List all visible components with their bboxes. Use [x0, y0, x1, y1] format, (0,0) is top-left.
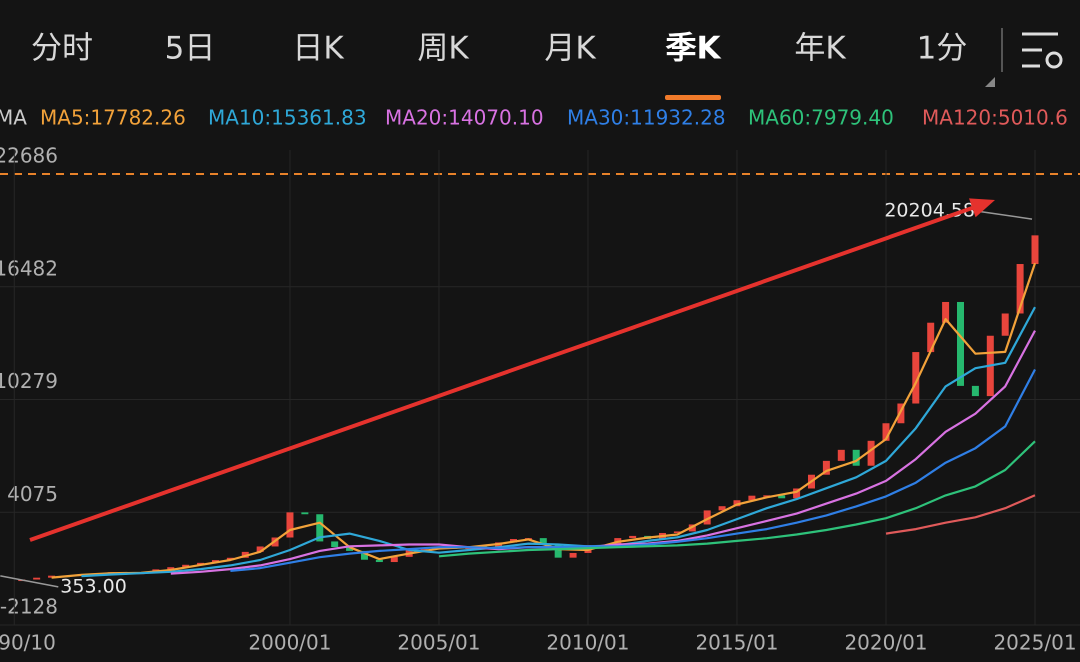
hand-drawn-arrow — [29, 198, 995, 542]
candle — [301, 512, 309, 515]
candle — [942, 301, 950, 323]
candle — [1031, 235, 1039, 265]
candle — [912, 352, 920, 404]
candle — [256, 546, 264, 552]
candle — [927, 322, 935, 353]
chart-area: 22686 16482 10279 4075 -2128 1990/10 2000/01 20… — [0, 144, 1080, 655]
y-tick-label: 10279 — [0, 369, 58, 393]
candle — [852, 449, 860, 466]
legend-entry: MA10:15361.83 — [208, 106, 367, 130]
x-tick-label: 2025/01 — [993, 631, 1076, 655]
candle — [673, 531, 681, 533]
period-tab[interactable]: 季K — [665, 31, 721, 67]
candle — [569, 552, 577, 558]
candle — [763, 495, 771, 497]
candle — [167, 567, 175, 570]
legend-entry: MA5:17782.26 — [40, 106, 186, 130]
candle — [554, 544, 562, 558]
candle — [33, 577, 41, 580]
candle — [882, 423, 890, 441]
ma-line — [230, 368, 1036, 572]
candle — [629, 535, 637, 539]
period-tabs: 分时 5日 日K 周K 月K 季K 年K 1分 — [31, 31, 968, 100]
candle — [822, 460, 830, 475]
candle — [316, 514, 324, 542]
candle — [867, 440, 875, 466]
x-tick-label: 2005/01 — [397, 631, 480, 655]
candle — [614, 538, 622, 548]
ma-label: MA — [0, 106, 27, 130]
period-tab[interactable]: 分时 — [31, 31, 93, 67]
y-tick-label: 16482 — [0, 256, 58, 280]
candle — [793, 488, 801, 499]
candle — [539, 538, 547, 545]
candle — [778, 495, 786, 499]
period-tab[interactable]: 年K — [794, 31, 846, 67]
x-tick-label: 2015/01 — [695, 631, 778, 655]
candle — [182, 564, 190, 568]
min-annotation: 353.00 — [60, 575, 126, 597]
candle — [420, 549, 428, 551]
y-tick-label: 4075 — [7, 482, 58, 506]
candle — [1016, 264, 1024, 314]
active-tab-underline — [665, 95, 721, 100]
period-tab[interactable]: 日K — [292, 31, 344, 67]
annotation-leader — [976, 210, 1033, 220]
candle — [360, 550, 368, 560]
candle — [703, 510, 711, 525]
candle — [837, 449, 845, 461]
settings-icon[interactable] — [1022, 32, 1063, 69]
legend-entry: MA20:14070.10 — [385, 106, 544, 130]
x-tick-label: 2010/01 — [546, 631, 629, 655]
x-tick-label: 2000/01 — [248, 631, 331, 655]
legend-entry: MA60:7979.40 — [748, 106, 894, 130]
candle — [748, 495, 756, 501]
annotation-leader — [0, 575, 59, 588]
candle — [375, 559, 383, 563]
period-tab[interactable]: 5日 — [165, 31, 216, 67]
ma-legend: MA MA5:17782.26 MA10:15361.83 MA20:14070.10… — [0, 106, 1068, 130]
candle — [346, 547, 354, 551]
x-tick-label: 1990/10 — [0, 631, 56, 655]
candle — [1001, 313, 1009, 336]
y-tick-label: 22686 — [0, 144, 58, 168]
candle — [331, 541, 339, 548]
candle — [718, 506, 726, 511]
candle — [897, 403, 905, 424]
candle — [956, 301, 964, 386]
more-indicator[interactable] — [985, 77, 995, 87]
period-tab[interactable]: 月K — [544, 31, 596, 67]
x-tick-label: 2020/01 — [844, 631, 927, 655]
y-tick-label: -2128 — [0, 595, 58, 619]
period-tab[interactable]: 1分 — [917, 31, 968, 67]
ma-line — [438, 440, 1036, 558]
period-tab[interactable]: 周K — [417, 31, 469, 67]
legend-entry: MA30:11932.28 — [567, 106, 726, 130]
candle — [733, 500, 741, 507]
candle — [286, 512, 294, 538]
ma-line — [81, 306, 1036, 578]
candle — [390, 556, 398, 563]
legend-entry: MA120:5010.6 — [922, 106, 1068, 130]
ma-line — [885, 494, 1036, 535]
candle — [971, 385, 979, 397]
